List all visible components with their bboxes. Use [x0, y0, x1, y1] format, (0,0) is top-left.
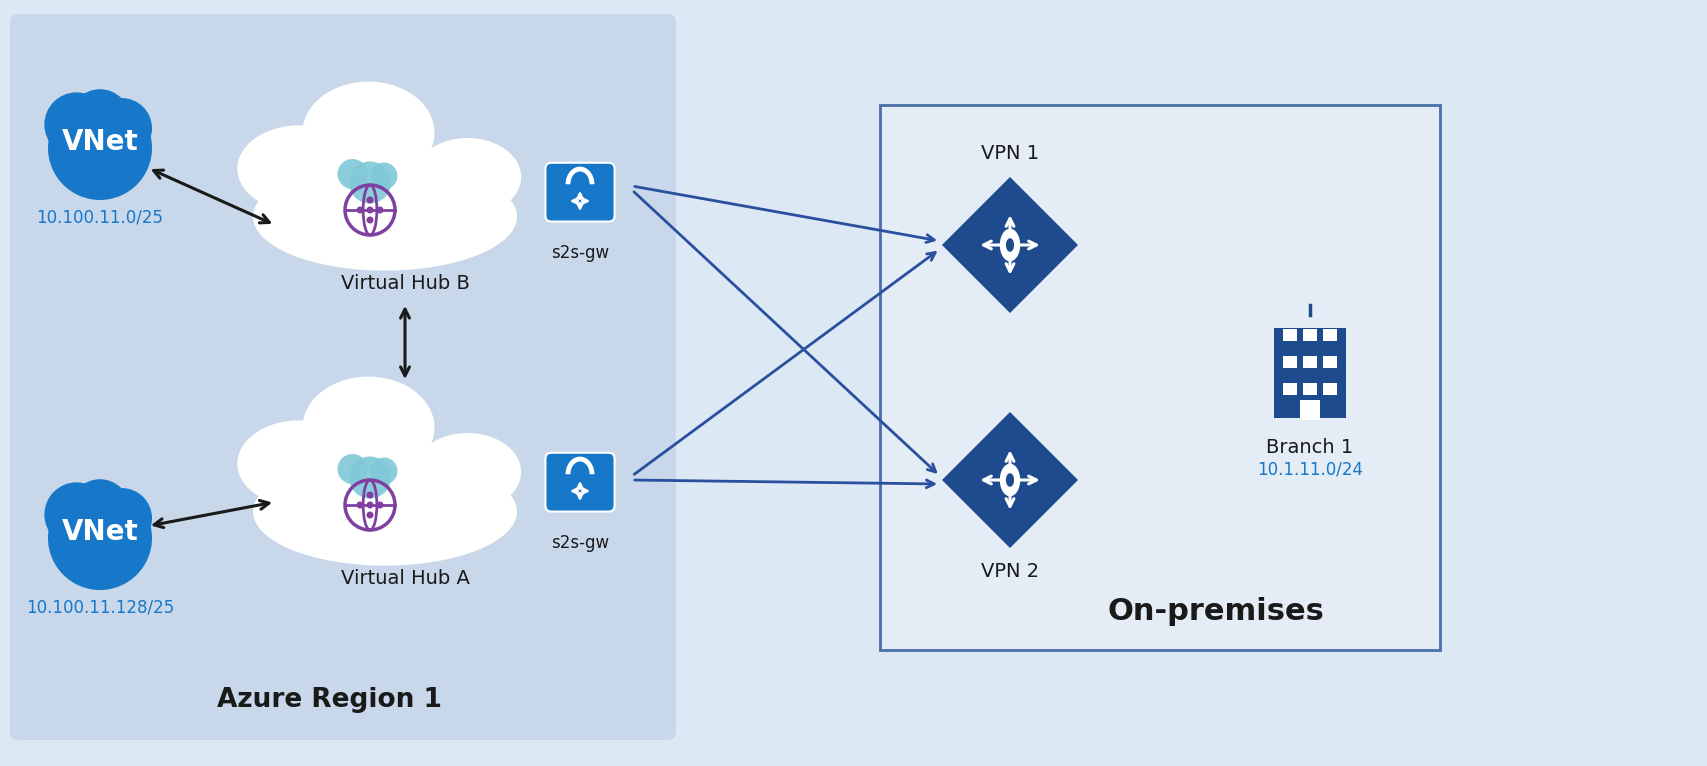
Circle shape: [338, 454, 367, 484]
Circle shape: [48, 96, 152, 200]
Text: 10.100.11.128/25: 10.100.11.128/25: [26, 598, 174, 616]
Circle shape: [370, 162, 398, 189]
Text: VPN 1: VPN 1: [980, 144, 1038, 163]
Circle shape: [367, 207, 374, 214]
Text: Virtual Hub A: Virtual Hub A: [340, 568, 469, 588]
FancyBboxPatch shape: [1302, 383, 1316, 395]
FancyBboxPatch shape: [1323, 329, 1337, 341]
FancyBboxPatch shape: [1282, 383, 1296, 395]
Text: 10.100.11.0/25: 10.100.11.0/25: [36, 208, 164, 226]
Circle shape: [367, 217, 374, 224]
Text: VPN 2: VPN 2: [980, 562, 1038, 581]
FancyBboxPatch shape: [879, 105, 1439, 650]
Circle shape: [92, 488, 152, 548]
Circle shape: [44, 483, 109, 547]
Ellipse shape: [253, 457, 517, 565]
Ellipse shape: [1005, 473, 1014, 487]
Text: s2s-gw: s2s-gw: [551, 244, 609, 262]
Ellipse shape: [237, 421, 360, 507]
Circle shape: [70, 90, 130, 149]
Ellipse shape: [237, 126, 360, 212]
Ellipse shape: [302, 377, 434, 479]
Ellipse shape: [302, 82, 434, 184]
Text: 10.1.11.0/24: 10.1.11.0/24: [1256, 460, 1362, 478]
FancyBboxPatch shape: [1282, 329, 1296, 341]
Text: VNet: VNet: [61, 518, 138, 546]
Ellipse shape: [999, 229, 1019, 261]
Circle shape: [48, 486, 152, 590]
Text: Branch 1: Branch 1: [1265, 438, 1354, 457]
Polygon shape: [942, 412, 1077, 548]
Circle shape: [367, 492, 374, 499]
Circle shape: [70, 480, 130, 539]
Circle shape: [370, 457, 398, 485]
Circle shape: [376, 207, 384, 214]
FancyBboxPatch shape: [1323, 383, 1337, 395]
Circle shape: [348, 162, 391, 204]
Circle shape: [357, 502, 364, 509]
FancyBboxPatch shape: [1302, 356, 1316, 368]
Text: Virtual Hub B: Virtual Hub B: [340, 273, 469, 293]
Ellipse shape: [253, 162, 517, 270]
Circle shape: [44, 93, 109, 157]
Circle shape: [92, 98, 152, 159]
Text: VNet: VNet: [61, 128, 138, 156]
Ellipse shape: [413, 138, 521, 216]
FancyBboxPatch shape: [1323, 356, 1337, 368]
Text: s2s-gw: s2s-gw: [551, 534, 609, 552]
Ellipse shape: [413, 433, 521, 511]
Text: Azure Region 1: Azure Region 1: [217, 687, 442, 713]
Text: On-premises: On-premises: [1106, 597, 1323, 627]
FancyBboxPatch shape: [1273, 328, 1345, 418]
Ellipse shape: [999, 463, 1019, 496]
Circle shape: [367, 197, 374, 204]
FancyBboxPatch shape: [1302, 329, 1316, 341]
Circle shape: [338, 159, 367, 189]
FancyBboxPatch shape: [1282, 356, 1296, 368]
Circle shape: [367, 512, 374, 519]
FancyBboxPatch shape: [10, 14, 676, 740]
Polygon shape: [942, 177, 1077, 313]
Ellipse shape: [1005, 238, 1014, 252]
Circle shape: [348, 457, 391, 499]
Circle shape: [376, 502, 384, 509]
Circle shape: [357, 207, 364, 214]
Circle shape: [367, 502, 374, 509]
FancyBboxPatch shape: [545, 453, 615, 512]
FancyBboxPatch shape: [1299, 400, 1320, 420]
FancyBboxPatch shape: [545, 162, 615, 221]
